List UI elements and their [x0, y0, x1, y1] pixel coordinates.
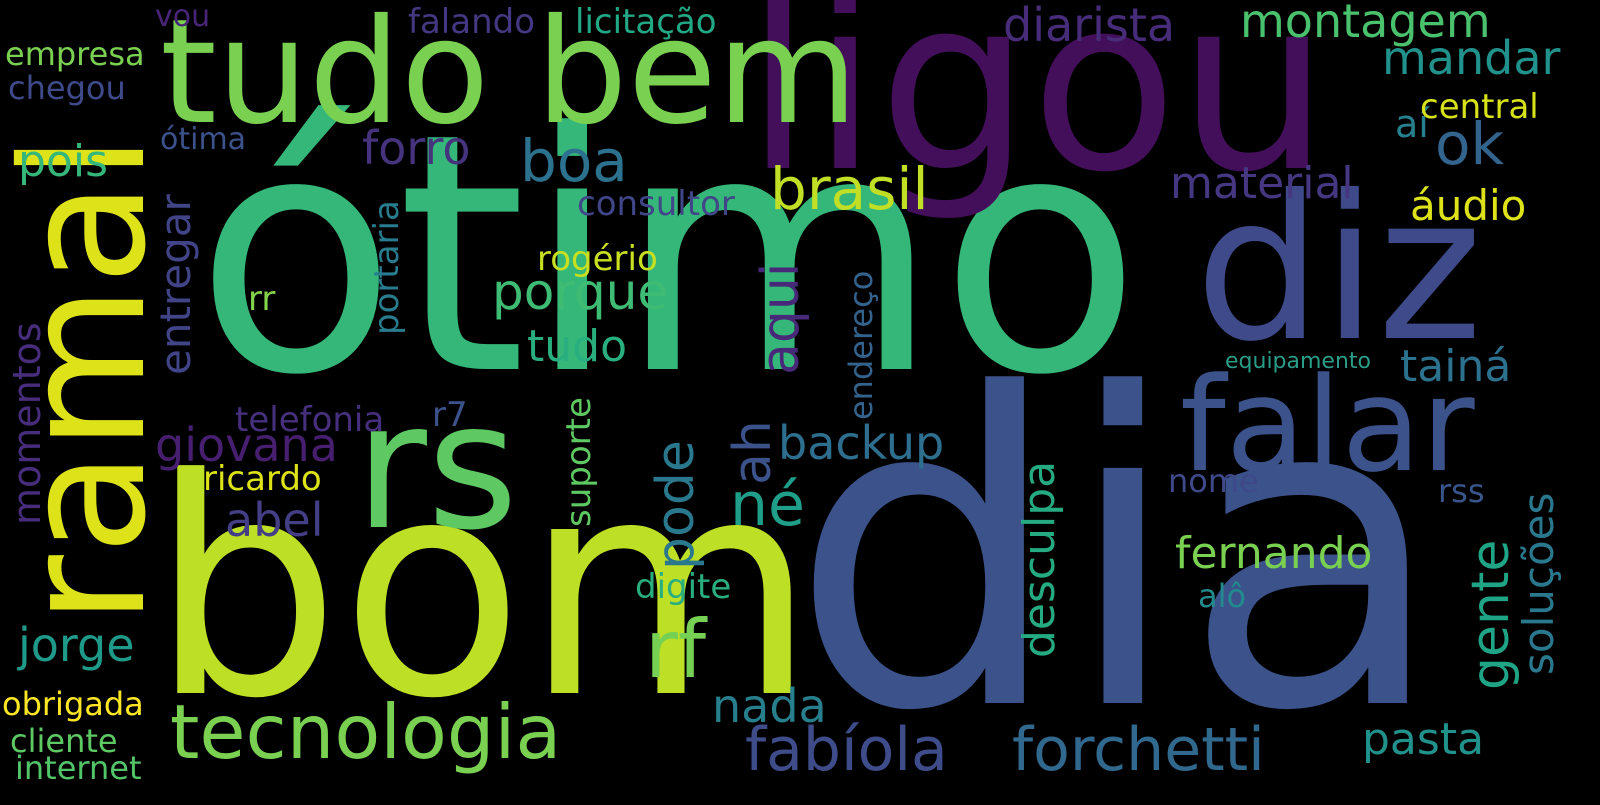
word-desculpa: desculpa	[1014, 460, 1065, 658]
word-solucoes: soluções	[1514, 492, 1563, 675]
word-ne: né	[730, 470, 805, 540]
word-montagem: montagem	[1240, 0, 1491, 48]
word-forchetti: forchetti	[1012, 715, 1265, 785]
word-equipamento: equipamento	[1225, 349, 1371, 374]
word-aqui: aqui	[751, 262, 811, 375]
word-pasta: pasta	[1362, 714, 1485, 765]
word-diz: diz	[1195, 153, 1483, 386]
word-porque: porque	[492, 263, 669, 321]
word-fernando: fernando	[1175, 528, 1373, 579]
word-empresa: empresa	[5, 35, 145, 73]
word-digite: digite	[635, 567, 732, 607]
word-dia: dia	[790, 305, 1446, 805]
word-chegou: chegou	[8, 69, 126, 107]
word-jorge: jorge	[18, 618, 135, 672]
word-rf: rf	[645, 603, 707, 696]
word-abel: abel	[225, 493, 324, 547]
word-endereco: endereço	[842, 270, 880, 420]
word-rs: rs	[355, 366, 519, 569]
word-tudo: tudo	[527, 321, 627, 372]
word-telefonia: telefonia	[235, 400, 385, 440]
word-rogerio: rogério	[537, 239, 658, 279]
word-rr: rr	[248, 279, 276, 319]
word-ok: ok	[1435, 110, 1505, 178]
word-mandar: mandar	[1382, 31, 1561, 85]
word-consultor: consultor	[577, 184, 735, 224]
word-central: central	[1420, 87, 1539, 127]
word-ligou: ligou	[745, 0, 1330, 225]
word-audio: áudio	[1410, 181, 1527, 230]
word-obrigada: obrigada	[2, 685, 144, 723]
word-gente: gente	[1461, 539, 1521, 690]
word-fabiola: fabíola	[745, 715, 948, 785]
word-ricardo: ricardo	[203, 459, 322, 499]
word-vou: vou	[155, 0, 211, 34]
word-pois: pois	[18, 136, 108, 187]
word-tudo-bem: tudo bem	[160, 0, 859, 157]
word-suporte: suporte	[559, 397, 599, 527]
word-falar: falar	[1180, 349, 1475, 501]
word-falando: falando	[408, 2, 536, 42]
word-bom: bom	[150, 415, 817, 764]
word-licitacao: licitação	[575, 2, 717, 42]
word-rss: rss	[1438, 472, 1485, 510]
word-diarista: diarista	[1003, 0, 1176, 52]
word-momentos: momentos	[5, 322, 49, 525]
word-pode: pode	[646, 440, 706, 570]
word-otima: ótima	[160, 122, 247, 157]
word-internet: internet	[15, 749, 142, 787]
word-portaria: portaria	[367, 200, 407, 335]
word-cliente: cliente	[10, 722, 118, 760]
word-r7: r7	[432, 395, 468, 435]
word-backup: backup	[778, 416, 945, 470]
word-boa: boa	[520, 127, 628, 195]
word-nada: nada	[712, 679, 827, 733]
word-alo: alô	[1198, 577, 1247, 615]
word-nome: nome	[1168, 462, 1259, 500]
word-material: material	[1170, 158, 1354, 209]
word-brasil: brasil	[770, 155, 929, 223]
word-ai: aí	[1395, 102, 1429, 146]
word-otimo: ótimo	[195, 63, 1142, 447]
word-tecnologia: tecnologia	[170, 688, 562, 776]
word-entregar: entregar	[151, 194, 200, 375]
word-taina: tainá	[1400, 341, 1512, 392]
word-forro: forro	[362, 121, 471, 175]
word-giovana: giovana	[155, 418, 338, 472]
